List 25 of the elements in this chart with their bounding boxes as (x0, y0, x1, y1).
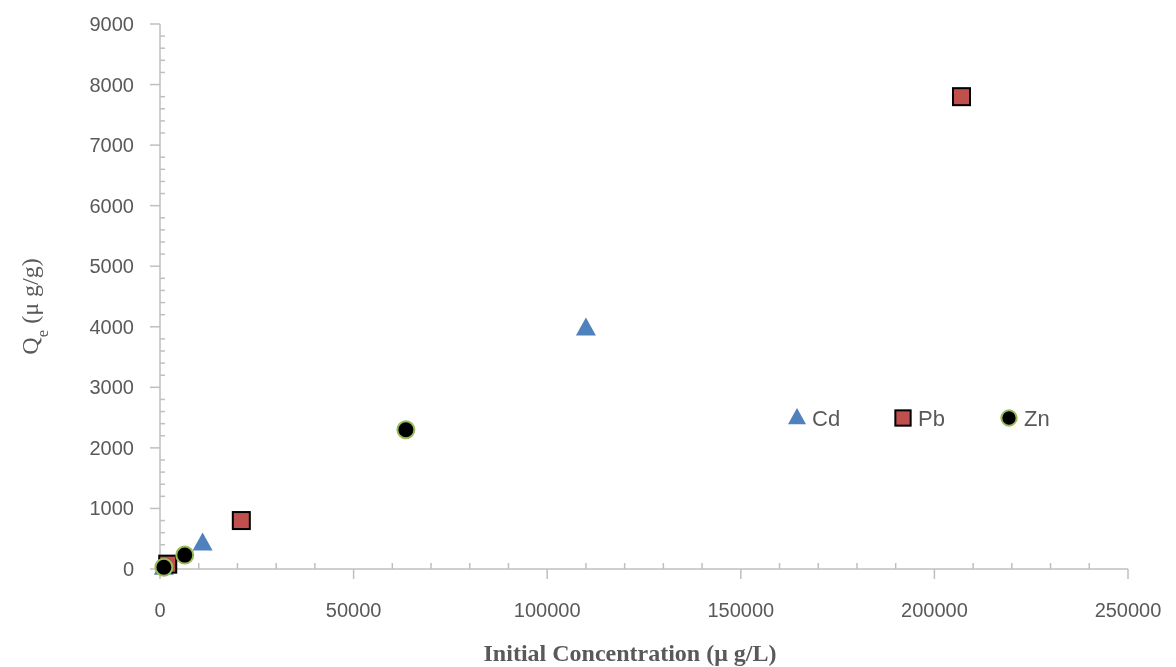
x-tick-label: 150000 (707, 599, 775, 621)
x-tick-label: 250000 (1094, 599, 1162, 621)
x-tick-label: 0 (154, 599, 166, 621)
legend-label: Pb (918, 405, 945, 431)
y-tick-label: 2000 (89, 436, 134, 459)
x-tick-label: 200000 (901, 599, 968, 621)
y-tick-label: 4000 (89, 315, 134, 338)
point (952, 87, 971, 107)
point (192, 532, 213, 551)
y-tick-label: 3000 (89, 376, 134, 399)
x-axis-title: Initial Concentration (μ g/L) (483, 640, 777, 666)
y-tick-label: 6000 (89, 194, 134, 217)
point (231, 511, 251, 531)
point (175, 545, 195, 565)
y-tick-label: 5000 (89, 255, 134, 278)
y-tick-label: 7000 (89, 134, 134, 157)
x-tick-label: 100000 (513, 599, 581, 621)
y-tick-label: 9000 (89, 13, 134, 35)
y-tick-label: 0 (122, 558, 134, 580)
y-tick-label: 8000 (89, 73, 134, 96)
legend-label: Zn (1024, 405, 1050, 431)
y-tick-label: 1000 (89, 497, 134, 520)
legend-label: Cd (812, 405, 841, 431)
x-tick-label: 50000 (325, 599, 382, 621)
point (396, 420, 416, 440)
